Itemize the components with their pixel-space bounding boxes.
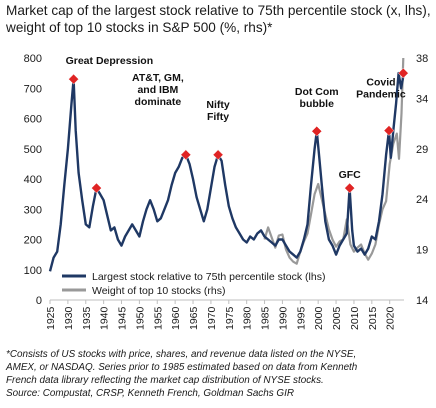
peak-marker [344, 182, 356, 194]
y-right-tick-label: 14 [416, 295, 428, 307]
legend-box [54, 268, 354, 298]
annotation-label: dominate [135, 96, 182, 108]
peak-marker [212, 149, 224, 161]
footnote: *Consists of US stocks with price, share… [6, 348, 434, 400]
x-tick-label: 1995 [295, 306, 307, 330]
x-tick-label: 2005 [331, 306, 343, 330]
chart: 0 100 200 300 400 500 600 700 800 14 19 24 29 34 38 192… [24, 53, 429, 330]
peak-marker [397, 67, 409, 79]
chart-title: Market cap of the largest stock relative… [6, 3, 431, 35]
footnote-line: French data library reflecting the marke… [6, 375, 324, 386]
x-tick-label: 1945 [117, 306, 129, 330]
peak-marker [180, 149, 192, 161]
series-line [48, 71, 405, 272]
x-tick-label: 1930 [63, 306, 75, 330]
x-tick-label: 1955 [152, 306, 164, 330]
y-right-tick-label: 38 [416, 53, 428, 65]
footnote-line: Source: Compustat, CRSP, Kenneth French,… [6, 388, 294, 399]
annotation-label: AT&T, GM, [132, 72, 184, 84]
x-tick-label: 1980 [242, 306, 254, 330]
y-left-tick-label: 400 [24, 174, 42, 186]
x-tick-label: 2015 [367, 306, 379, 330]
annotation-label: GFC [339, 169, 362, 181]
y-right-tick-label: 24 [416, 194, 428, 206]
y-left-tick-label: 100 [24, 265, 42, 277]
annotation-label: Covid [366, 77, 395, 89]
annotation-label: Nifty [206, 99, 229, 111]
x-tick-label: 1940 [99, 306, 111, 330]
series-line [263, 57, 405, 265]
x-tick-label: 2000 [313, 306, 325, 330]
legend: Largest stock relative to 75th percentil… [54, 268, 354, 298]
annotation-label: Dot Com [295, 86, 339, 98]
x-tick-label: 1935 [81, 306, 93, 330]
annotation-label: Fifty [207, 111, 229, 123]
y-right-tick-label: 34 [416, 93, 428, 105]
y-left-tick-label: 700 [24, 83, 42, 95]
y-left-tick-label: 300 [24, 204, 42, 216]
y-left-tick-label: 600 [24, 114, 42, 126]
peak-marker [383, 125, 395, 136]
footnote-line: AMEX, or NASDAQ. Series prior to 1985 es… [6, 362, 358, 373]
x-tick-label: 1960 [170, 306, 182, 330]
x-tick-label: 1990 [277, 306, 289, 330]
legend-label: Largest stock relative to 75th percentil… [92, 271, 325, 283]
x-tick-label: 1970 [206, 306, 218, 330]
y-left-tick-label: 0 [36, 295, 42, 307]
annotation-label: bubble [300, 98, 335, 110]
legend-label: Weight of top 10 stocks (rhs) [92, 285, 225, 297]
y-left-tick-label: 800 [24, 53, 42, 65]
footnote-line: *Consists of US stocks with price, share… [6, 349, 357, 360]
annotation-label: Great Depression [66, 55, 154, 67]
y-left-tick-label: 200 [24, 235, 42, 247]
peak-marker [311, 125, 323, 137]
x-tick-label: 2010 [349, 306, 361, 330]
y-right-tick-label: 19 [416, 245, 428, 257]
annotation-label: Pandemic [356, 89, 406, 101]
x-tick-label: 1965 [188, 306, 200, 330]
y-right-tick-label: 29 [416, 144, 428, 156]
annotation-label: and IBM [137, 84, 178, 96]
peak-marker [68, 73, 79, 85]
x-tick-label: 1985 [260, 306, 272, 330]
peak-marker [91, 182, 102, 194]
x-tick-label: 1925 [45, 306, 57, 330]
x-tick-label: 1950 [134, 306, 146, 330]
x-tick-label: 2020 [385, 306, 397, 330]
y-left-tick-label: 500 [24, 144, 42, 156]
x-tick-label: 1975 [224, 306, 236, 330]
